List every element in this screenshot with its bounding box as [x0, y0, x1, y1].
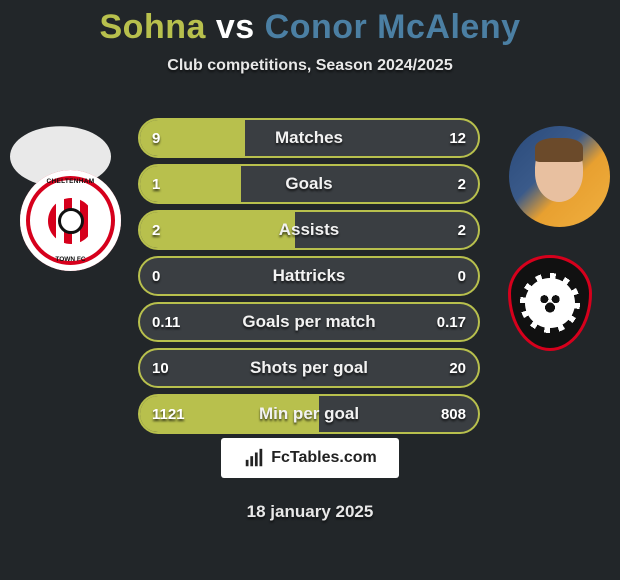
stat-row: 12Goals	[138, 164, 480, 204]
stat-row: 22Assists	[138, 210, 480, 250]
stat-value-right: 12	[449, 120, 466, 156]
title-vs: vs	[216, 8, 255, 46]
cheltenham-badge: CHELTENHAM TOWN FC	[20, 170, 121, 271]
stat-value-right: 2	[458, 166, 466, 202]
player1-club-badge: CHELTENHAM TOWN FC	[20, 170, 121, 271]
stat-value-right: 20	[449, 350, 466, 386]
brand-text: FcTables.com	[271, 449, 377, 467]
stat-value-right: 0.17	[437, 304, 466, 340]
stat-value-left: 0	[152, 258, 160, 294]
title-player1: Sohna	[100, 8, 206, 46]
stat-value-right: 0	[458, 258, 466, 294]
stat-row: 10 20Shots per goal	[138, 348, 480, 388]
stat-value-left: 1	[152, 166, 160, 202]
club-name-bottom: TOWN FC	[20, 256, 121, 263]
comparison-card: Sohna vs Conor McAleny Club competitions…	[0, 0, 620, 580]
stat-value-left: 0.11	[152, 304, 180, 340]
stat-row: 0 0Hattricks	[138, 256, 480, 296]
stats-chart: 912Matches12Goals22Assists00Hattricks0.1…	[138, 118, 480, 440]
page-title: Sohna vs Conor McAleny	[0, 0, 620, 47]
stat-value-left: 1121	[152, 396, 185, 432]
club-name-top: CHELTENHAM	[20, 178, 121, 185]
stat-row: 0.11 0.17Goals per match	[138, 302, 480, 342]
stat-value-right: 808	[441, 396, 466, 432]
subtitle: Club competitions, Season 2024/2025	[0, 57, 620, 75]
player2-club-badge	[499, 252, 600, 353]
player2-face-graphic	[509, 126, 610, 227]
lion-icon	[525, 278, 575, 328]
title-player2: Conor McAleny	[265, 8, 521, 46]
footer-date: 18 january 2025	[0, 502, 620, 522]
stat-value-left: 2	[152, 212, 160, 248]
stat-row: 912Matches	[138, 118, 480, 158]
stat-fill-left	[140, 212, 295, 248]
stat-label: Shots per goal	[140, 350, 478, 386]
stat-label: Goals per match	[140, 304, 478, 340]
stat-row: 1121808Min per goal	[138, 394, 480, 434]
brand-badge: FcTables.com	[221, 438, 399, 478]
player2-avatar	[509, 126, 610, 227]
stat-label: Hattricks	[140, 258, 478, 294]
stat-value-left: 10	[152, 350, 169, 386]
stat-value-right: 2	[458, 212, 466, 248]
salford-badge	[508, 255, 592, 351]
chart-icon	[243, 447, 265, 469]
stat-value-left: 9	[152, 120, 160, 156]
